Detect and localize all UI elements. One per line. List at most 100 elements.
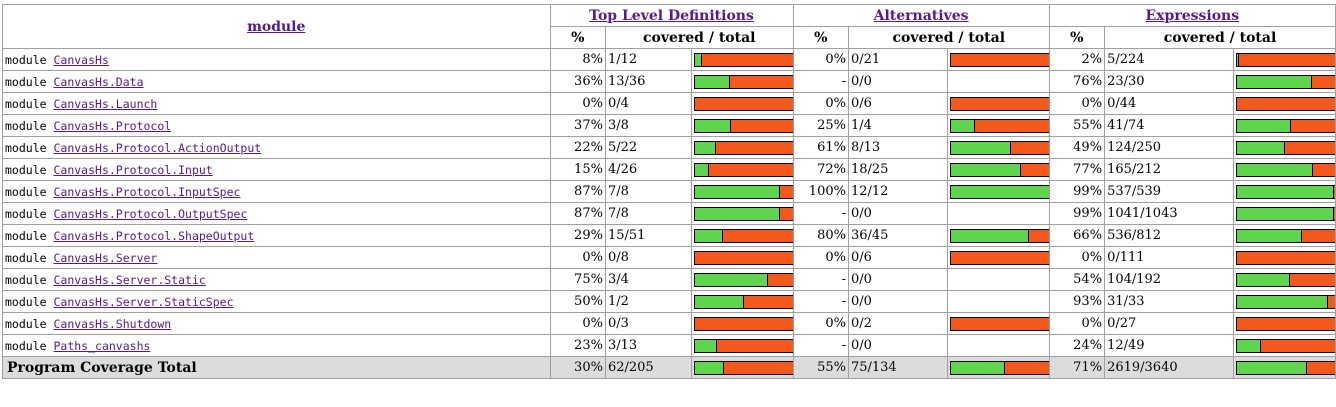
- sort-by-alternatives-link[interactable]: Alternatives: [873, 7, 969, 24]
- table-row: module CanvasHs.Launch 0% 0/4 0% 0/6 0% 0/44: [2, 92, 1336, 115]
- sort-by-top-level-link[interactable]: Top Level Definitions: [589, 7, 754, 24]
- module-link[interactable]: CanvasHs.Shutdown: [53, 316, 172, 331]
- exp-bar-cell: [1233, 334, 1336, 357]
- total-exp-pct: 71%: [1048, 356, 1106, 379]
- sort-by-module-link[interactable]: module: [247, 18, 306, 35]
- module-prefix: module: [5, 316, 47, 331]
- top-pct: 87%: [549, 180, 606, 203]
- alt-bar-cell: [946, 92, 1050, 115]
- module-cell: module CanvasHs.Server.Static: [2, 268, 551, 291]
- top-coverage-bar: [693, 250, 794, 265]
- exp-count: 31/33: [1104, 290, 1235, 313]
- top-bar-cell: [690, 268, 794, 291]
- exp-bar-cell: [1233, 136, 1336, 159]
- table-row: module CanvasHs.Server.Static 75% 3/4-0/0 5…: [2, 268, 1336, 291]
- table-row: module CanvasHs.Server.StaticSpec 50% 1/2-…: [2, 290, 1336, 313]
- top-bar-cell: [690, 70, 794, 93]
- module-link[interactable]: CanvasHs.Protocol.OutputSpec: [53, 206, 248, 221]
- top-coverage-bar: [693, 206, 794, 221]
- alt-coverage-bar: [949, 140, 1050, 155]
- total-top-count: 62/205: [604, 356, 692, 379]
- alt-count: 0/0: [847, 268, 948, 291]
- alt-coverage-bar: [949, 162, 1050, 177]
- alt-count: 0/6: [847, 246, 948, 269]
- alt-pct: -: [792, 334, 849, 357]
- module-link[interactable]: CanvasHs.Server.Static: [53, 272, 206, 287]
- covered-fill: [694, 119, 731, 132]
- covered-fill: [1237, 295, 1329, 308]
- table-row: module CanvasHs 8% 1/12 0% 0/21 2% 5/224: [2, 48, 1336, 71]
- module-link[interactable]: Paths_canvashs: [53, 338, 151, 353]
- module-link[interactable]: CanvasHs.Server.StaticSpec: [53, 294, 234, 309]
- top-pct: 75%: [549, 268, 606, 291]
- top-level-covered-header: covered / total: [604, 26, 794, 49]
- alt-bar-cell: [946, 180, 1050, 203]
- alt-pct: 0%: [792, 92, 849, 115]
- sort-by-expressions-link[interactable]: Expressions: [1145, 7, 1240, 24]
- top-bar-cell: [690, 158, 794, 181]
- total-top-bar: [693, 360, 794, 375]
- alt-bar-cell: [946, 334, 1050, 357]
- alt-pct: 72%: [792, 158, 849, 181]
- alt-pct: 61%: [792, 136, 849, 159]
- table-row: module CanvasHs.Protocol.OutputSpec 87% 7/…: [2, 202, 1336, 225]
- module-link[interactable]: CanvasHs.Protocol.Input: [53, 162, 213, 177]
- covered-fill: [694, 295, 744, 308]
- module-link[interactable]: CanvasHs.Launch: [53, 96, 158, 111]
- alt-bar-cell: [946, 268, 1050, 291]
- module-link[interactable]: CanvasHs.Server: [53, 250, 158, 265]
- alt-count: 0/2: [847, 312, 948, 335]
- top-pct: 50%: [549, 290, 606, 313]
- top-pct: 8%: [549, 48, 606, 71]
- exp-count: 23/30: [1104, 70, 1235, 93]
- top-bar-cell: [690, 312, 794, 335]
- top-pct: 87%: [549, 202, 606, 225]
- exp-pct: 99%: [1048, 180, 1106, 203]
- exp-count: 165/212: [1104, 158, 1235, 181]
- covered-fill: [694, 361, 725, 374]
- covered-fill: [1237, 273, 1291, 286]
- alt-count: 0/21: [847, 48, 948, 71]
- exp-pct: 0%: [1048, 312, 1106, 335]
- exp-count: 0/27: [1104, 312, 1235, 335]
- module-cell: module Paths_canvashs: [2, 334, 551, 357]
- module-cell: module CanvasHs.Protocol.InputSpec: [2, 180, 551, 203]
- covered-fill: [694, 141, 717, 154]
- alt-coverage-bar: [949, 96, 1050, 111]
- table-row: module CanvasHs.Data 36% 13/36-0/0 76% 23/30: [2, 70, 1336, 93]
- top-coverage-bar: [693, 118, 794, 133]
- module-prefix: module: [5, 228, 47, 243]
- module-link[interactable]: CanvasHs.Protocol: [53, 118, 172, 133]
- exp-bar-cell: [1233, 70, 1336, 93]
- alt-bar-cell: [946, 224, 1050, 247]
- module-prefix: module: [5, 184, 47, 199]
- table-row: module CanvasHs.Protocol.ActionOutput 22%…: [2, 136, 1336, 159]
- module-link[interactable]: CanvasHs.Protocol.ActionOutput: [53, 140, 262, 155]
- covered-fill: [950, 361, 1005, 374]
- module-prefix: module: [5, 294, 47, 309]
- covered-fill: [694, 339, 718, 352]
- exp-pct: 99%: [1048, 202, 1106, 225]
- exp-pct: 76%: [1048, 70, 1106, 93]
- covered-fill: [1237, 53, 1240, 66]
- covered-fill: [1237, 75, 1312, 88]
- covered-fill: [1237, 163, 1313, 176]
- exp-count: 12/49: [1104, 334, 1235, 357]
- module-link[interactable]: CanvasHs.Protocol.InputSpec: [53, 184, 241, 199]
- total-exp-count: 2619/3640: [1104, 356, 1235, 379]
- top-pct: 36%: [549, 70, 606, 93]
- exp-count: 5/224: [1104, 48, 1235, 71]
- module-link[interactable]: CanvasHs.Data: [53, 74, 144, 89]
- exp-coverage-bar: [1236, 96, 1336, 111]
- exp-pct: 55%: [1048, 114, 1106, 137]
- exp-bar-cell: [1233, 224, 1336, 247]
- top-coverage-bar: [693, 162, 794, 177]
- module-prefix: module: [5, 250, 47, 265]
- exp-count: 0/111: [1104, 246, 1235, 269]
- covered-fill: [694, 163, 710, 176]
- top-count: 0/4: [604, 92, 692, 115]
- module-link[interactable]: CanvasHs.Protocol.ShapeOutput: [53, 228, 255, 243]
- module-link[interactable]: CanvasHs: [53, 52, 109, 67]
- alt-bar-cell: [946, 136, 1050, 159]
- covered-fill: [950, 229, 1030, 242]
